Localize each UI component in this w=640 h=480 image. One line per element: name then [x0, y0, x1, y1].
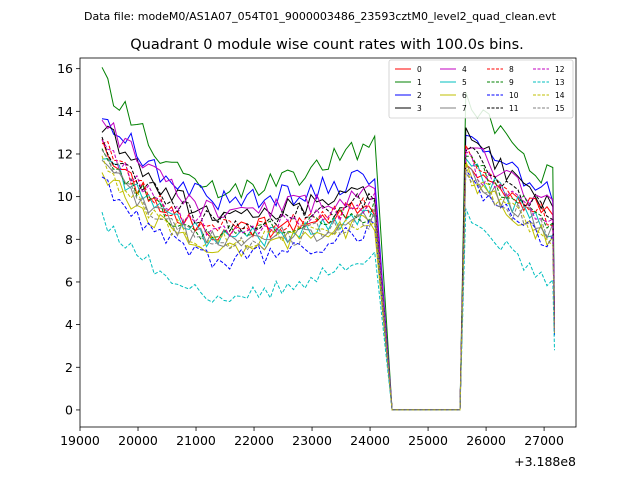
legend-label-2: 2 [417, 91, 422, 100]
y-tick-label: 4 [65, 317, 73, 332]
legend-box [388, 59, 574, 119]
y-tick-label: 12 [57, 146, 73, 161]
y-tick-label: 14 [57, 104, 73, 119]
y-tick-label: 6 [65, 274, 73, 289]
y-tick-label: 0 [65, 402, 73, 417]
x-tick-label: 25000 [408, 433, 448, 448]
x-tick-label: 24000 [350, 433, 390, 448]
series-line-1 [101, 67, 555, 411]
suptitle: Data file: modeM0/AS1A07_054T01_90000034… [84, 10, 557, 23]
legend-label-13: 13 [555, 78, 565, 87]
series-line-10 [101, 168, 555, 411]
x-offset-label: +3.188e8 [514, 454, 576, 469]
legend-label-4: 4 [462, 65, 467, 74]
legend-label-15: 15 [555, 104, 565, 113]
y-axis: 0 2 4 6 8 10 12 14 16 [57, 61, 80, 417]
legend-label-10: 10 [509, 91, 519, 100]
legend-label-7: 7 [462, 104, 467, 113]
series-line-13 [101, 208, 555, 411]
legend-label-11: 11 [509, 104, 519, 113]
legend-label-0: 0 [417, 65, 422, 74]
x-tick-label: 20000 [118, 433, 158, 448]
series-line-14 [101, 155, 555, 411]
plot-lines [101, 67, 555, 411]
legend-label-1: 1 [417, 78, 422, 87]
y-tick-label: 16 [57, 61, 73, 76]
series-line-12 [101, 139, 555, 411]
series-line-15 [101, 149, 555, 411]
legend-label-5: 5 [462, 78, 467, 87]
series-line-2 [101, 118, 555, 411]
legend-label-14: 14 [555, 91, 565, 100]
legend-label-6: 6 [462, 91, 467, 100]
x-tick-label: 26000 [466, 433, 506, 448]
x-tick-label: 23000 [292, 433, 332, 448]
y-tick-label: 2 [65, 360, 73, 375]
x-tick-label: 27000 [524, 433, 564, 448]
x-tick-label: 19000 [60, 433, 100, 448]
axes-frame [79, 57, 577, 428]
legend-label-8: 8 [509, 65, 514, 74]
series-line-3 [101, 125, 555, 411]
x-axis: 19000 20000 21000 22000 23000 24000 25000 26000… [60, 427, 564, 448]
legend-label-3: 3 [417, 104, 422, 113]
x-tick-label: 21000 [176, 433, 216, 448]
chart-title: Quadrant 0 module wise count rates with … [130, 37, 524, 53]
legend-label-9: 9 [509, 78, 514, 87]
series-line-11 [101, 136, 555, 411]
x-tick-label: 22000 [234, 433, 274, 448]
y-tick-label: 10 [57, 189, 73, 204]
legend-label-12: 12 [555, 65, 565, 74]
y-tick-label: 8 [65, 232, 73, 247]
